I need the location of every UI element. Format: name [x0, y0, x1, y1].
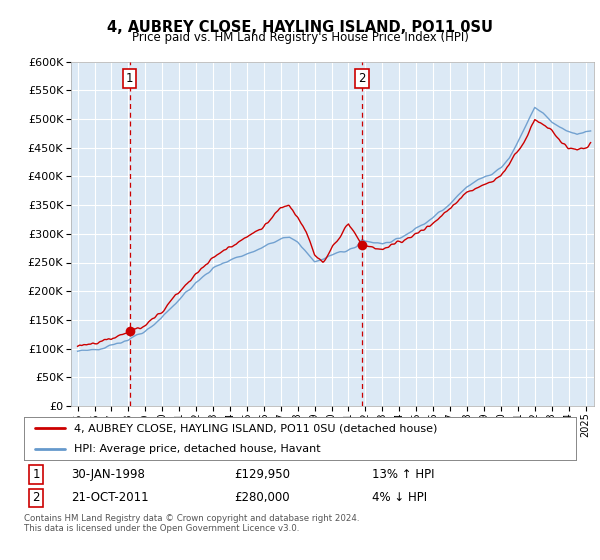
Text: £280,000: £280,000: [234, 492, 289, 505]
Text: 2: 2: [32, 492, 40, 505]
Text: 1: 1: [32, 468, 40, 481]
Text: 13% ↑ HPI: 13% ↑ HPI: [372, 468, 434, 481]
Text: HPI: Average price, detached house, Havant: HPI: Average price, detached house, Hava…: [74, 444, 320, 454]
Text: 4% ↓ HPI: 4% ↓ HPI: [372, 492, 427, 505]
Text: Price paid vs. HM Land Registry's House Price Index (HPI): Price paid vs. HM Land Registry's House …: [131, 31, 469, 44]
Text: 2: 2: [358, 72, 366, 85]
Text: 30-JAN-1998: 30-JAN-1998: [71, 468, 145, 481]
Text: 4, AUBREY CLOSE, HAYLING ISLAND, PO11 0SU (detached house): 4, AUBREY CLOSE, HAYLING ISLAND, PO11 0S…: [74, 423, 437, 433]
Text: 21-OCT-2011: 21-OCT-2011: [71, 492, 149, 505]
Text: 4, AUBREY CLOSE, HAYLING ISLAND, PO11 0SU: 4, AUBREY CLOSE, HAYLING ISLAND, PO11 0S…: [107, 20, 493, 35]
Text: 1: 1: [126, 72, 133, 85]
Text: £129,950: £129,950: [234, 468, 290, 481]
Text: Contains HM Land Registry data © Crown copyright and database right 2024.
This d: Contains HM Land Registry data © Crown c…: [24, 514, 359, 534]
